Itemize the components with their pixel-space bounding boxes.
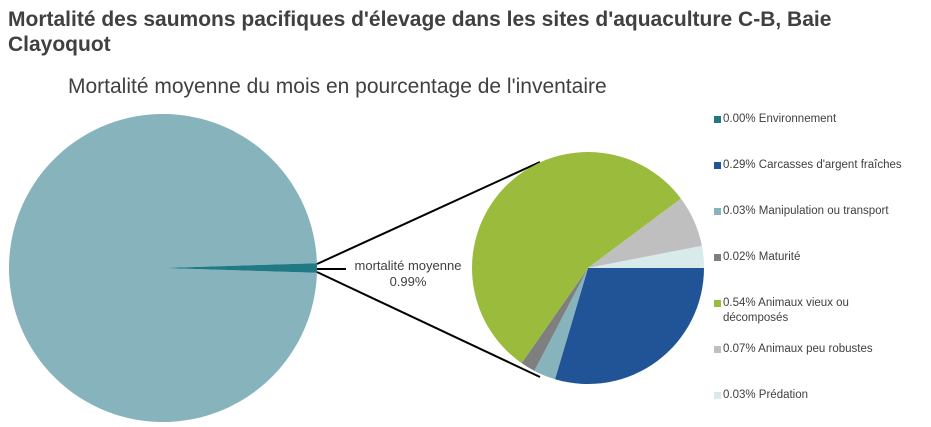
connector-line [316, 161, 541, 265]
pie-slice [588, 245, 704, 268]
legend-swatch-icon [714, 346, 721, 353]
legend-label: 0.03% Prédation [723, 389, 809, 401]
pie-slice [472, 151, 681, 364]
center-annotation-label: mortalité moyenne [354, 258, 462, 273]
pie-slice-mortality [163, 263, 318, 273]
legend-label: 0.00% Environnement [723, 113, 837, 125]
legend-item-predation: 0.03% Prédation [714, 388, 929, 403]
center-annotation-value: 0.99% [389, 274, 427, 289]
pie-slice [588, 198, 702, 268]
connector-line [316, 271, 541, 378]
legend-label: 0.54% Animaux vieux ou décomposés [723, 297, 849, 324]
primary-pie [8, 114, 318, 422]
connector-lines [316, 161, 541, 378]
pie-slice-remaining [8, 114, 317, 422]
legend-item-carcasses: 0.29% Carcasses d'argent fraîches [714, 158, 929, 173]
legend-swatch-icon [714, 208, 721, 215]
legend-swatch-icon [714, 300, 721, 307]
legend-label: 0.07% Animaux peu robustes [723, 343, 873, 355]
legend-label: 0.29% Carcasses d'argent fraîches [723, 159, 902, 171]
pie-slice [521, 268, 588, 371]
legend-item-environnement: 0.00% Environnement [714, 112, 929, 127]
legend-label: 0.03% Manipulation ou transport [723, 205, 889, 217]
legend-item-manipulation: 0.03% Manipulation ou transport [714, 204, 929, 219]
legend-label: 0.02% Maturité [723, 251, 801, 263]
chart-subtitle: Mortalité moyenne du mois en pourcentage… [68, 75, 607, 98]
chart-main-title: Mortalité des saumons pacifiques d'éleva… [8, 8, 832, 56]
legend-item-animaux-vieux: 0.54% Animaux vieux ou décomposés [714, 296, 864, 326]
center-annotation: mortalité moyenne 0.99% [338, 258, 478, 290]
pie-slice [554, 268, 704, 384]
legend-item-maturite: 0.02% Maturité [714, 250, 929, 265]
legend-swatch-icon [714, 162, 721, 169]
legend-swatch-icon [714, 392, 721, 399]
secondary-pie [472, 151, 704, 384]
legend-swatch-icon [714, 254, 721, 261]
pie-slice [534, 268, 588, 380]
legend-swatch-icon [714, 116, 721, 123]
legend-item-animaux-peu-robustes: 0.07% Animaux peu robustes [714, 342, 929, 357]
